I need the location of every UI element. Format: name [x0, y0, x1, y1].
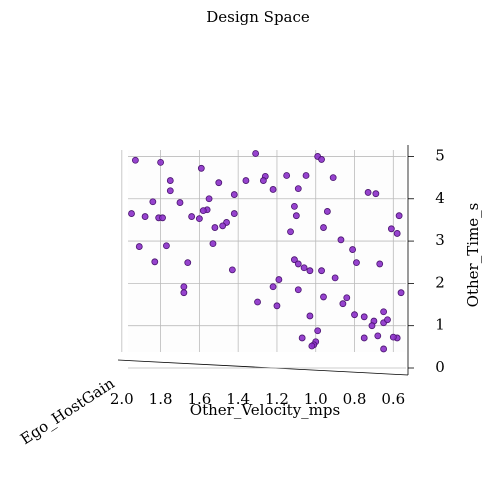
scatter-point [292, 212, 300, 220]
y-tick-label: 4 [435, 189, 445, 207]
x-tick-label: 1.4 [226, 390, 250, 408]
scatter-point [351, 311, 358, 319]
scatter-point [135, 243, 143, 250]
scatter-point [380, 308, 388, 316]
scatter-point [353, 259, 360, 267]
scatter-point [349, 246, 356, 253]
scatter-point [395, 212, 403, 220]
scatter-point [230, 191, 238, 198]
x-axis-line [117, 359, 409, 376]
scatter-point [131, 156, 139, 164]
scatter-point [259, 177, 267, 184]
scatter-point [184, 259, 192, 267]
scatter-point [329, 174, 337, 182]
scatter-point [397, 289, 405, 297]
scatter-point [360, 313, 368, 321]
scatter-point [228, 266, 236, 274]
x-axis-label: Other_Velocity_mps [190, 401, 340, 419]
scatter-point [343, 294, 351, 302]
scatter-point [368, 322, 376, 330]
y-tick-label: 3 [435, 231, 445, 249]
scatter-point [176, 199, 184, 206]
scatter-point [166, 187, 174, 195]
scatter-point [163, 242, 170, 250]
scatter-point [306, 312, 314, 320]
scatter-point [294, 185, 302, 193]
scatter-point [298, 334, 306, 342]
scatter-point [360, 334, 368, 342]
scatter-point [320, 293, 327, 301]
y-axis-label: Other_Time_s [464, 203, 482, 308]
y-tick-label: 5 [435, 146, 445, 164]
scatter-point [283, 172, 291, 179]
scatter-point [230, 210, 238, 217]
scatter-point [389, 333, 397, 341]
scatter-point [387, 225, 395, 233]
scatter-point [211, 224, 219, 231]
scatter-point [157, 158, 165, 166]
x-tick-label: 1.2 [265, 390, 289, 408]
scatter-point [180, 283, 188, 291]
scatter-point [323, 208, 331, 215]
scatter-point [393, 230, 401, 237]
x-tick-label: 0.8 [343, 390, 367, 408]
y-tick-label: 0 [435, 358, 445, 376]
scatter-point [302, 172, 310, 179]
scatter-point [320, 224, 327, 231]
scatter-point [294, 286, 302, 294]
scatter-point [180, 289, 188, 297]
scatter-point [364, 189, 372, 196]
scatter-point [306, 267, 314, 275]
scatter-point [291, 256, 298, 264]
scatter-point [374, 332, 382, 340]
scatter-point [209, 240, 217, 248]
scatter-point [128, 210, 135, 217]
scatter-point [159, 214, 166, 222]
x-tick-label: 0.6 [381, 390, 405, 408]
scatter-point [242, 177, 250, 184]
scatter-point [275, 276, 283, 283]
x-tick-label: 1.8 [149, 390, 173, 408]
y-tick-label: 1 [435, 316, 445, 334]
scatter-point [219, 222, 227, 230]
x-tick-label: 1.6 [187, 390, 211, 408]
scatter-point [380, 345, 388, 353]
x-tick-label: 1.0 [304, 390, 328, 408]
y-tick-label: 2 [435, 273, 445, 291]
scatter-point [195, 215, 203, 223]
scatter-point [199, 207, 207, 215]
scatter-point [254, 298, 261, 306]
scatter-point [337, 236, 345, 244]
scatter-point [384, 316, 391, 324]
scatter-point [269, 186, 277, 193]
z-axis-label: Ego_HostGain [17, 374, 118, 448]
scatter-point [318, 156, 325, 163]
scatter-point [294, 260, 302, 268]
scatter-point [308, 342, 316, 350]
x-tick-label: 2.0 [110, 390, 134, 408]
scatter-point [339, 300, 347, 308]
scatter-point [376, 260, 384, 268]
scatter-point [205, 195, 213, 203]
scatter-point [151, 258, 159, 266]
scatter-point [331, 274, 339, 282]
scatter-point [166, 177, 174, 184]
scatter-point [291, 202, 298, 210]
scatter-point [252, 150, 260, 157]
scatter-point [287, 228, 294, 236]
scatter-point [269, 283, 277, 291]
scatter-point [188, 213, 196, 220]
scatter-point [215, 179, 223, 187]
scatter-point [372, 190, 380, 198]
chart-title: Design Space [206, 8, 310, 26]
scatter-point [273, 302, 281, 310]
scatter-point [197, 164, 205, 172]
scatter-point [300, 264, 308, 272]
scatter-point [149, 198, 157, 206]
scatter-point [314, 327, 322, 335]
pane [128, 150, 406, 352]
scatter-point [141, 213, 149, 220]
scatter-point [318, 267, 325, 275]
